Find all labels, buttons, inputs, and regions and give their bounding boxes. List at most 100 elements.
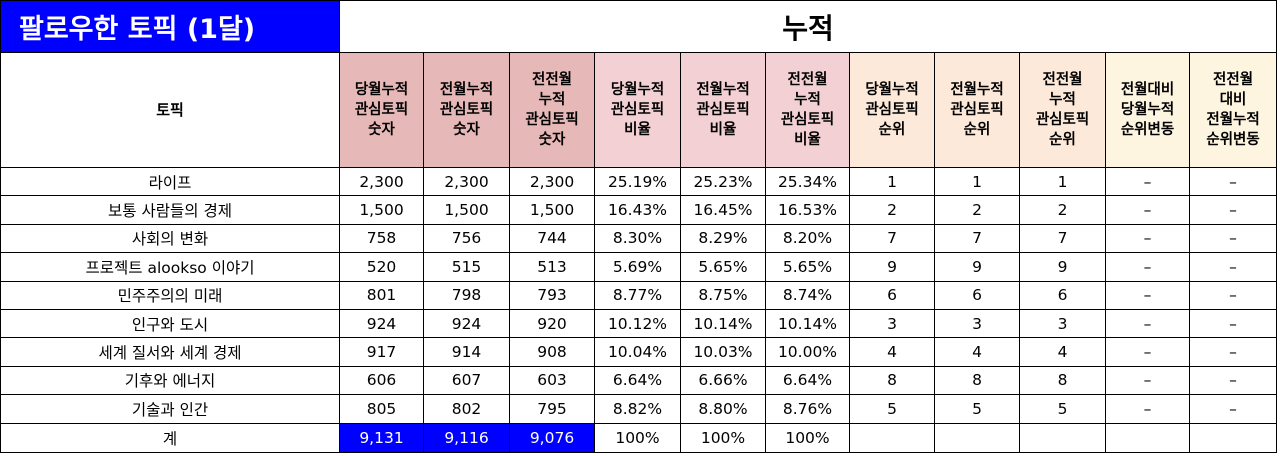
column-header: 전월누적 관심토픽 숫자 [423, 52, 510, 168]
column-header-line: 당월누적 [865, 82, 919, 98]
table-cell: 9 [934, 252, 1020, 282]
table-cell: – [1105, 223, 1190, 254]
table-cell: 5 [849, 394, 935, 424]
topic-name-cell: 민주주의의 미래 [0, 280, 340, 310]
column-header: 전전월 누적 관심토픽 순위 [1019, 52, 1106, 168]
column-header-line: 비율 [709, 122, 737, 138]
table-cell: 5 [934, 394, 1020, 424]
table-cell: 805 [339, 394, 424, 424]
total-cell [849, 422, 935, 453]
column-header-line: 관심토픽 [1035, 112, 1090, 128]
column-header-line: 전월대비 [1120, 82, 1175, 98]
column-header-line: 전월누적 [696, 82, 750, 98]
topic-name-cell: 기술과 인간 [0, 394, 340, 424]
column-header-line: 당월누적 [610, 82, 665, 98]
table-row: 민주주의의 미래 801 798 793 8.77% 8.75% 8.74% 6 6 6– – [0, 280, 1278, 310]
column-header: 당월누적 관심토픽 비율 [594, 52, 681, 168]
table-cell: 758 [339, 223, 424, 254]
column-header-line: 전월누적 [1206, 112, 1260, 128]
column-header-line: 대비 [1219, 92, 1247, 108]
table-cell: 8.30% [594, 223, 681, 254]
table-cell: 5.65% [680, 252, 766, 282]
table-cell: 6.66% [680, 365, 766, 396]
column-header: 전전월 누적 관심토픽 숫자 [509, 52, 595, 168]
table-cell: 1 [849, 166, 935, 197]
table-cell: 802 [423, 394, 510, 424]
table-cell: 16.43% [594, 195, 681, 225]
table-cell: 16.45% [680, 195, 766, 225]
table-cell: – [1188, 337, 1278, 367]
table-cell: 8.20% [765, 223, 850, 254]
total-row: 계 9,131 9,116 9,076 100% 100% 100% [0, 422, 1278, 453]
table-cell: 8.29% [680, 223, 766, 254]
column-header-line: 전전월 [1042, 72, 1083, 88]
topic-name-cell: 세계 질서와 세계 경제 [0, 337, 340, 367]
total-label-cell: 계 [0, 422, 340, 453]
table-cell: 1,500 [423, 195, 510, 225]
table-cell: – [1188, 365, 1278, 396]
table-row: 인구와 도시 924 924 920 10.12% 10.14% 10.14% 3 3 3– – [0, 308, 1278, 339]
table-cell: 25.19% [594, 166, 681, 197]
table-cell: 6 [849, 280, 935, 310]
total-cell [1019, 422, 1106, 453]
topic-name-cell: 라이프 [0, 166, 340, 197]
column-header-line: 전전월 [531, 72, 573, 88]
total-cell [1105, 422, 1190, 453]
table-cell: 8 [849, 365, 935, 396]
table-cell: 924 [339, 308, 424, 339]
table-cell: 8 [934, 365, 1020, 396]
column-header: 전전월 대비 전월누적 순위변동 [1188, 52, 1278, 168]
table-cell: – [1105, 280, 1190, 310]
table-cell: 1 [934, 166, 1020, 197]
column-header-line: 관심토픽 [439, 102, 494, 118]
table-cell: 2 [849, 195, 935, 225]
table-cell: 9 [849, 252, 935, 282]
table-cell: – [1105, 195, 1190, 225]
table-row: 보통 사람들의 경제 1,500 1,500 1,500 16.43% 16.45% 16.… [0, 195, 1278, 225]
table-cell: 603 [509, 365, 595, 396]
topic-name-cell: 기후와 에너지 [0, 365, 340, 396]
table-cell: – [1188, 394, 1278, 424]
topic-name-cell: 보통 사람들의 경제 [0, 195, 340, 225]
table-cell: 2,300 [509, 166, 595, 197]
column-header-line: 관심토픽 [696, 102, 750, 118]
table-row: 라이프 2,300 2,300 2,300 25.19% 25.23% 25.34% 1 1 1–… [0, 166, 1278, 197]
table-cell: 10.04% [594, 337, 681, 367]
column-header-line: 누적 [794, 92, 821, 108]
table-cell: 5 [1019, 394, 1106, 424]
table-cell: 3 [934, 308, 1020, 339]
total-cell: 100% [594, 422, 681, 453]
total-cell: 100% [680, 422, 766, 453]
table-cell: 795 [509, 394, 595, 424]
column-header: 전월누적 관심토픽 순위 [934, 52, 1020, 168]
table-cell: 2,300 [423, 166, 510, 197]
topic-name-cell: 프로젝트 alookso 이야기 [0, 252, 340, 282]
table-row: 기후와 에너지 606 607 603 6.64% 6.66% 6.64% 8 8 8– – [0, 365, 1278, 396]
table-cell: 7 [849, 223, 935, 254]
topic-column-header: 토픽 [0, 52, 340, 168]
table-cell: 10.14% [765, 308, 850, 339]
table-cell: – [1188, 166, 1278, 197]
table-cell: – [1188, 223, 1278, 254]
table-cell: – [1105, 337, 1190, 367]
table-cell: 10.03% [680, 337, 766, 367]
table-cell: 2,300 [339, 166, 424, 197]
table-cell: 25.34% [765, 166, 850, 197]
table-cell: 606 [339, 365, 424, 396]
table-cell: – [1105, 308, 1190, 339]
table-cell: 793 [509, 280, 595, 310]
table-cell: 8.74% [765, 280, 850, 310]
table-cell: 5.65% [765, 252, 850, 282]
table-cell: 920 [509, 308, 595, 339]
total-cell: 100% [765, 422, 850, 453]
table-cell: 8.82% [594, 394, 681, 424]
table-cell: 924 [423, 308, 510, 339]
column-header-line: 관심토픽 [865, 102, 919, 118]
column-header-line: 당월누적 [1120, 102, 1175, 118]
column-header-line: 전월누적 [950, 82, 1004, 98]
table-cell: – [1188, 252, 1278, 282]
column-header-line: 순위 [1049, 132, 1076, 148]
column-header: 당월누적 관심토픽 순위 [849, 52, 935, 168]
table-cell: 4 [849, 337, 935, 367]
